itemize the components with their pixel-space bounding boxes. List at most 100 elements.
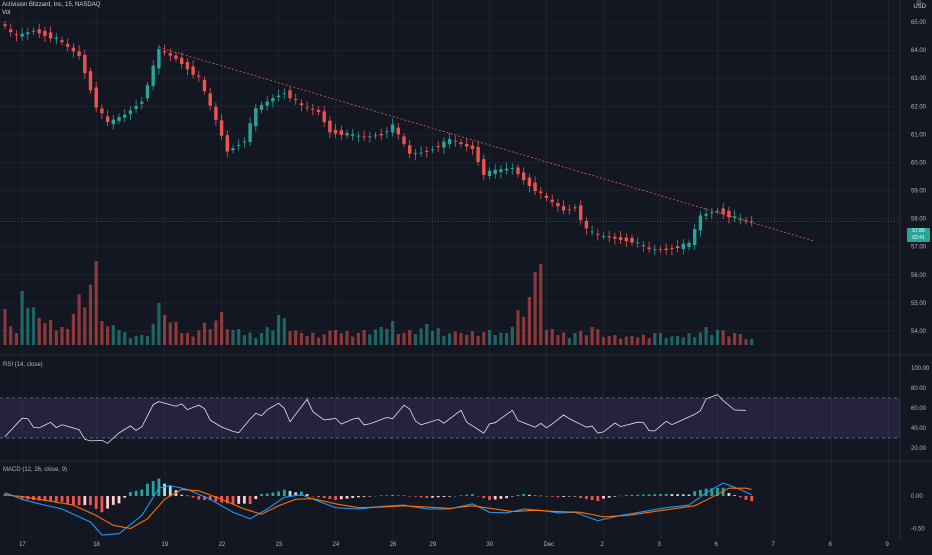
candle-body bbox=[584, 220, 589, 229]
macd-histogram-bar bbox=[738, 496, 742, 498]
candle-body bbox=[721, 208, 725, 215]
macd-histogram-bar bbox=[134, 490, 138, 496]
macd-histogram-bar bbox=[642, 494, 645, 496]
volume-bar bbox=[83, 307, 87, 345]
volume-bar bbox=[419, 328, 423, 345]
volume-bar bbox=[288, 331, 292, 345]
candle-body bbox=[111, 119, 115, 125]
candle-body bbox=[487, 170, 492, 176]
candle-body bbox=[31, 30, 36, 32]
rsi-title: RSI (14, close) bbox=[3, 362, 43, 368]
volume-bar bbox=[385, 328, 389, 345]
volume-bar bbox=[750, 339, 754, 345]
volume-bar bbox=[351, 336, 355, 345]
volume-bar bbox=[647, 338, 651, 345]
volume-bar bbox=[453, 331, 457, 345]
candle-body bbox=[613, 236, 617, 239]
candle-body bbox=[390, 124, 395, 133]
last-price-value: 57.89 bbox=[912, 228, 925, 234]
volume-bar bbox=[134, 336, 138, 345]
candle-body bbox=[168, 53, 172, 56]
candle-body bbox=[442, 141, 446, 148]
candle-body bbox=[430, 149, 435, 151]
macd-histogram-bar bbox=[414, 496, 417, 497]
macd-histogram-bar bbox=[277, 491, 280, 496]
candle-body bbox=[653, 249, 657, 251]
macd-histogram-bar bbox=[431, 496, 434, 498]
candle-body bbox=[710, 212, 714, 214]
volume-bar bbox=[368, 334, 372, 345]
macd-histogram-bar bbox=[699, 489, 702, 496]
candle-body bbox=[265, 101, 269, 106]
candle-body bbox=[48, 32, 53, 39]
candle-body bbox=[396, 127, 400, 135]
candle-body bbox=[254, 108, 258, 126]
macd-histogram-bar bbox=[710, 488, 714, 496]
macd-histogram-bar bbox=[163, 483, 166, 496]
candle-body bbox=[100, 108, 104, 114]
macd-histogram-bar bbox=[585, 496, 588, 500]
candle-body bbox=[288, 90, 292, 99]
time-tick-label: 26 bbox=[390, 542, 397, 548]
volume-bar bbox=[436, 328, 440, 345]
volume-bar bbox=[322, 334, 326, 345]
rsi-tick-label: 80.00 bbox=[911, 386, 927, 392]
gear-icon[interactable]: ⚙ bbox=[915, 0, 922, 7]
candle-body bbox=[465, 143, 469, 147]
volume-bar bbox=[658, 333, 663, 345]
candle-body bbox=[373, 135, 378, 137]
macd-histogram-bar bbox=[624, 495, 628, 496]
candle-body bbox=[322, 111, 326, 123]
macd-histogram-bar bbox=[744, 496, 748, 500]
volume-bar bbox=[31, 307, 36, 345]
rsi-band bbox=[0, 398, 900, 438]
volume-bar bbox=[715, 330, 720, 345]
price-tick-label: 61.00 bbox=[911, 132, 927, 138]
volume-bar bbox=[106, 326, 110, 345]
volume-bar bbox=[493, 334, 497, 345]
volume-label: Vol bbox=[2, 10, 11, 16]
macd-histogram-bar bbox=[630, 494, 634, 496]
volume-bar bbox=[174, 321, 178, 345]
candle-body bbox=[567, 209, 571, 211]
volume-bar bbox=[430, 331, 435, 345]
macd-histogram-bar bbox=[146, 483, 149, 496]
candle-body bbox=[385, 131, 389, 133]
macd-histogram-bar bbox=[488, 496, 491, 501]
volume-bar bbox=[601, 337, 606, 345]
candle-body bbox=[105, 116, 110, 123]
candle-body bbox=[533, 182, 537, 192]
volume-bar bbox=[117, 330, 121, 345]
macd-histogram-bar bbox=[140, 489, 144, 496]
candle-body bbox=[459, 142, 463, 145]
macd-histogram-bar bbox=[197, 496, 201, 500]
candle-body bbox=[402, 136, 406, 144]
candle-body bbox=[276, 95, 281, 98]
candle-body bbox=[596, 233, 600, 235]
macd-histogram-bar bbox=[300, 491, 303, 496]
volume-bar bbox=[664, 338, 668, 345]
volume-bar bbox=[26, 307, 30, 345]
volume-bar bbox=[693, 337, 697, 345]
macd-histogram-bar bbox=[556, 496, 560, 498]
macd-histogram-bar bbox=[573, 496, 577, 497]
candle-body bbox=[579, 205, 583, 220]
macd-histogram-bar bbox=[476, 496, 480, 497]
macd-histogram-bar bbox=[180, 494, 184, 496]
candle-body bbox=[134, 106, 138, 109]
volume-bar bbox=[37, 318, 41, 345]
macd-histogram-bar bbox=[260, 494, 263, 496]
macd-histogram-bar bbox=[602, 496, 605, 499]
time-tick-label: 6 bbox=[715, 542, 719, 548]
candle-body bbox=[214, 106, 218, 120]
volume-bar bbox=[379, 327, 383, 345]
macd-histogram-bar bbox=[539, 495, 543, 497]
macd-histogram-bar bbox=[117, 496, 121, 504]
volume-bar bbox=[197, 330, 201, 345]
macd-histogram-bar bbox=[465, 494, 469, 496]
volume-bar bbox=[180, 333, 184, 345]
candle-body bbox=[453, 140, 457, 142]
volume-bar bbox=[305, 336, 309, 345]
